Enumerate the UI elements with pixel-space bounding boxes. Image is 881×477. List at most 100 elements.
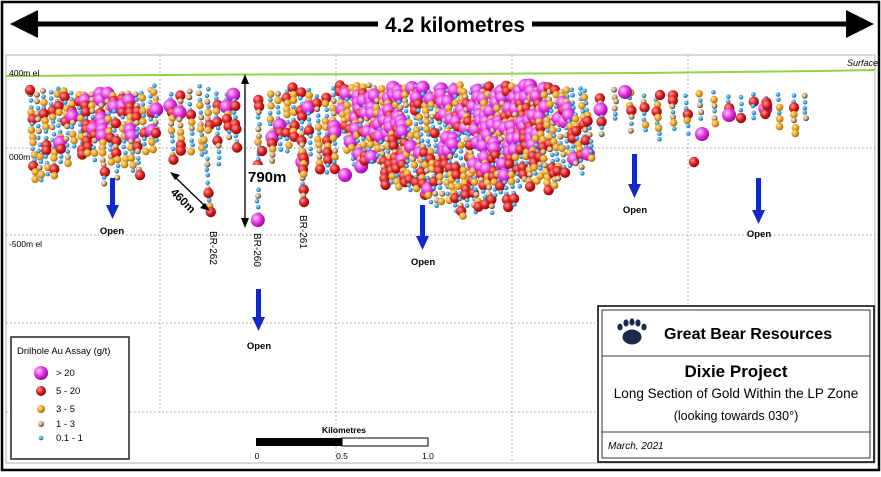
assay-dot-0.1-1 (503, 185, 509, 191)
assay-dot-0.1-1 (30, 146, 35, 152)
assay-dot-0.1-1 (332, 159, 337, 165)
assay-dot-1-3 (99, 157, 106, 164)
assay-dot-3-5 (436, 173, 444, 181)
assay-dot-3-5 (347, 143, 356, 152)
assay-dot-3-5 (459, 166, 468, 174)
assay-dot-1-3 (316, 153, 323, 160)
assay-dot-0.1-1 (556, 127, 562, 133)
legend-label: 1 - 3 (56, 419, 75, 430)
open-label: Open (100, 226, 124, 237)
assay-dot-gt20 (497, 168, 512, 183)
assay-dot-0.1-1 (550, 158, 556, 164)
assay-dot-3-5 (531, 134, 540, 143)
assay-dot-1-3 (128, 138, 135, 145)
assay-dot-0.1-1 (698, 116, 704, 121)
assay-dot-1-3 (33, 98, 40, 105)
assay-dot-1-3 (560, 151, 567, 158)
assay-dot-3-5 (321, 117, 330, 126)
assay-dot-5-20 (27, 114, 38, 125)
assay-dot-0.1-1 (38, 177, 44, 183)
assay-dot-0.1-1 (308, 146, 313, 152)
assay-dot-0.1-1 (482, 194, 488, 200)
assay-dot-0.1-1 (355, 138, 361, 144)
assay-dot-1-3 (698, 109, 705, 116)
assay-dot-3-5 (543, 179, 551, 187)
assay-dot-1-3 (299, 130, 306, 137)
assay-dot-3-5 (415, 113, 424, 122)
assay-dot-1-3 (35, 116, 41, 123)
assay-dot-5-20 (55, 143, 66, 154)
assay-dot-1-3 (628, 113, 635, 120)
assay-dot-3-5 (69, 130, 77, 139)
assay-dot-0.1-1 (456, 136, 462, 142)
assay-dot-3-5 (113, 155, 122, 164)
open-arrow-2: Open (247, 289, 271, 352)
assay-dot-0.1-1 (307, 140, 313, 145)
assay-dot-1-3 (65, 154, 71, 161)
assay-dot-3-5 (343, 101, 352, 109)
assay-dot-0.1-1 (583, 100, 589, 106)
assay-dot-0.1-1 (203, 149, 208, 155)
assay-dot-1-3 (379, 145, 386, 151)
section-subtitle: Long Section of Gold Within the LP Zone (614, 386, 858, 401)
scale-bar: Kilometres 0 0.5 1.0 (255, 425, 435, 461)
assay-dot-0.1-1 (428, 106, 434, 112)
assay-dot-0.1-1 (683, 93, 688, 98)
assay-dot-1-3 (526, 171, 533, 178)
assay-dot-3-5 (76, 114, 85, 122)
assay-dot-1-3 (447, 153, 454, 160)
assay-dot-0.1-1 (425, 138, 431, 144)
assay-dot-3-5 (456, 81, 464, 89)
assay-dot-1-3 (98, 102, 105, 109)
assay-dot-1-3 (546, 146, 553, 153)
assay-dot-3-5 (187, 118, 196, 126)
assay-dot-5-20 (82, 141, 94, 152)
assay-dot-0.1-1 (226, 129, 232, 134)
assay-dot-0.1-1 (344, 97, 350, 102)
assay-dot-0.1-1 (569, 87, 574, 93)
assay-dot-0.1-1 (670, 110, 676, 115)
assay-dot-5-20 (760, 108, 771, 120)
assay-dot-1-3 (711, 115, 718, 122)
assay-dot-0.1-1 (549, 152, 555, 158)
assay-dot-0.1-1 (214, 91, 219, 96)
assay-dot-0.1-1 (453, 153, 459, 158)
assay-dot-3-5 (410, 161, 419, 169)
assay-dot-3-5 (268, 145, 277, 153)
legend-swatch-0.1-1 (38, 435, 44, 441)
assay-dot-0.1-1 (551, 133, 557, 139)
assay-dot-3-5 (88, 101, 96, 110)
assay-dot-0.1-1 (297, 95, 303, 101)
assay-dot-0.1-1 (452, 202, 458, 208)
assay-dot-1-3 (415, 138, 422, 145)
assay-dot-3-5 (422, 125, 431, 133)
distance-460-label: 460m (168, 187, 197, 216)
elevation-label-minus500: -500m el (9, 239, 42, 249)
assay-dot-0.1-1 (206, 104, 211, 109)
assay-dot-0.1-1 (275, 104, 281, 110)
assay-dot-3-5 (321, 99, 330, 108)
assay-dot-3-5 (50, 154, 58, 162)
assay-dot-5-20 (580, 135, 591, 146)
assay-dot-0.1-1 (65, 149, 70, 154)
assay-dot-3-5 (27, 126, 36, 134)
assay-dot-3-5 (83, 149, 92, 157)
assay-dot-3-5 (122, 155, 130, 163)
assay-dot-3-5 (55, 108, 63, 117)
assay-dot-0.1-1 (214, 96, 219, 101)
assay-dot-1-3 (423, 112, 430, 119)
assay-dot-0.1-1 (45, 171, 50, 177)
assay-dot-3-5 (266, 90, 275, 98)
assay-dot-gt20 (149, 102, 164, 117)
assay-dot-0.1-1 (332, 141, 338, 146)
open-label: Open (247, 341, 271, 352)
assay-dot-3-5 (775, 103, 784, 112)
assay-dot-0.1-1 (324, 107, 330, 113)
assay-dot-0.1-1 (198, 110, 203, 115)
assay-dot-0.1-1 (299, 126, 304, 131)
assay-dot-3-5 (90, 149, 99, 157)
assay-dot-0.1-1 (776, 110, 782, 116)
assay-dot-3-5 (669, 118, 678, 127)
assay-dot-3-5 (388, 172, 396, 180)
assay-dot-gt20 (338, 168, 352, 182)
